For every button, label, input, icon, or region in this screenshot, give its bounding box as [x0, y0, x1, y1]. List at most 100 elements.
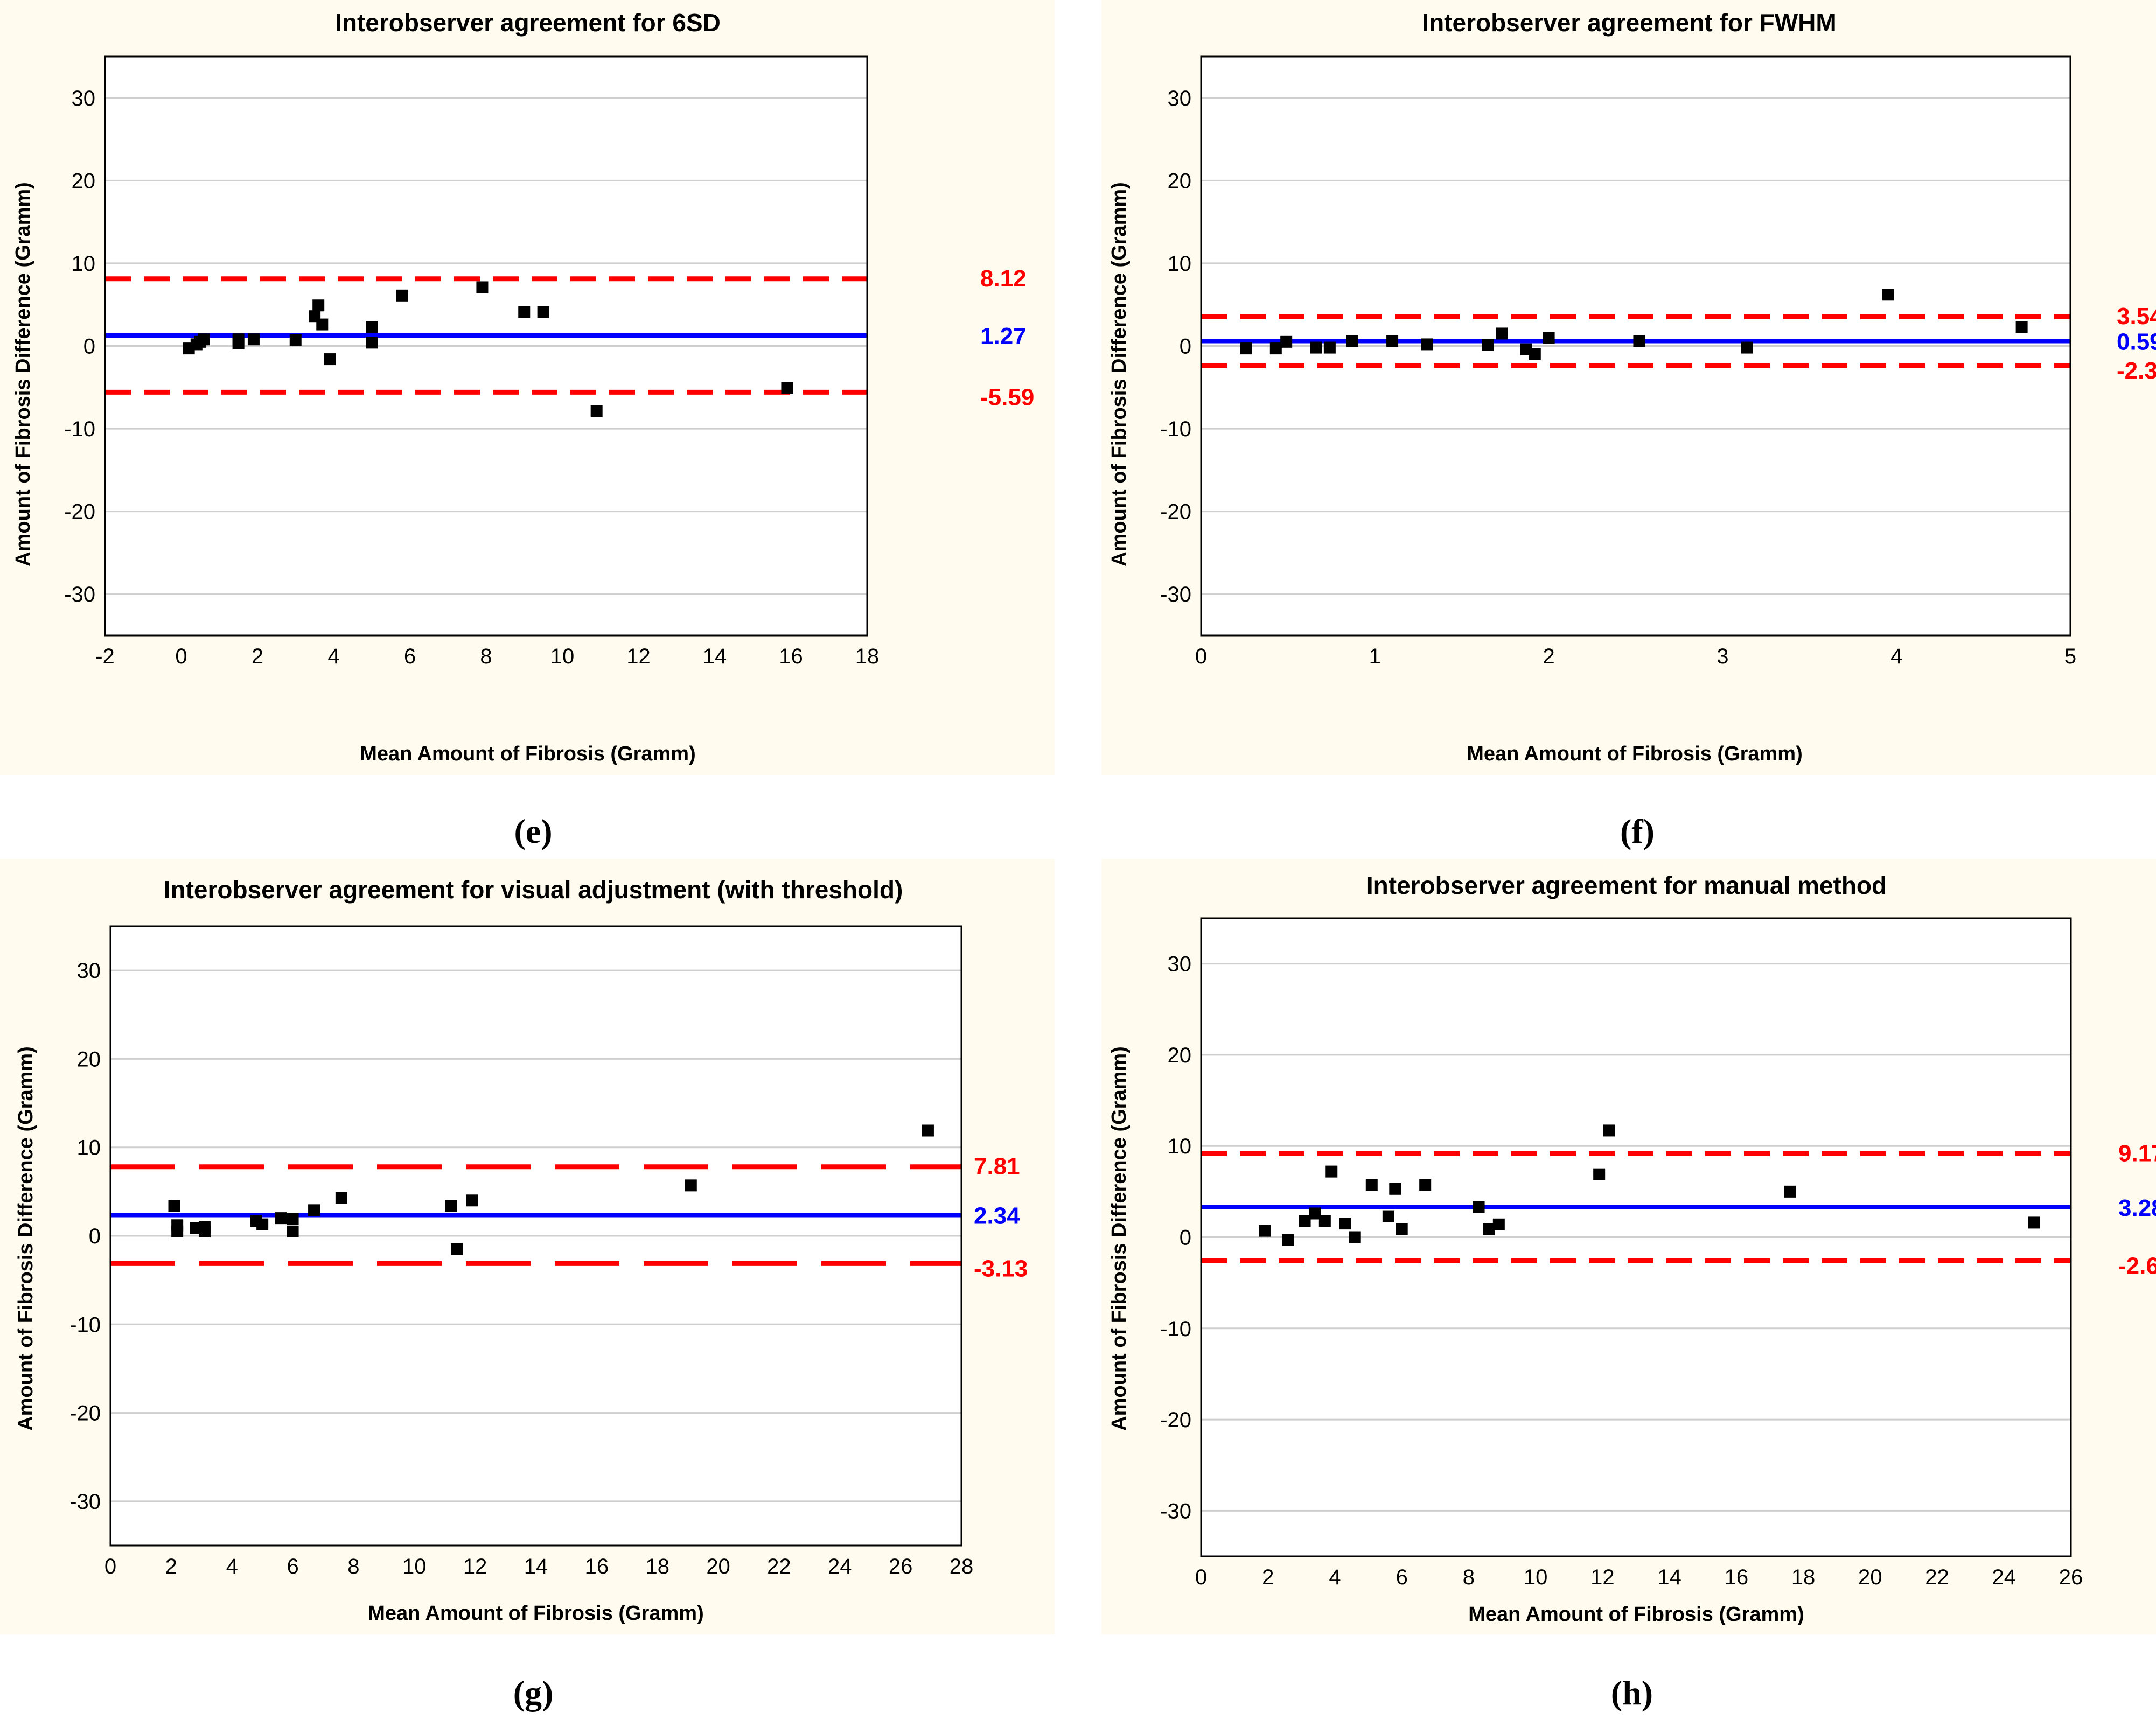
data-point [287, 1213, 299, 1225]
y-axis-label: Amount of Fibrosis Difference (Gramm) [1108, 182, 1131, 567]
data-point [445, 1200, 457, 1212]
data-point [1323, 341, 1336, 354]
upper-limit-label: 9.17 [2118, 1140, 2156, 1166]
x-tick-label: 4 [1329, 1565, 1341, 1589]
data-point [1339, 1218, 1351, 1230]
data-point [1492, 1218, 1505, 1230]
panel-f: 30 20 10 0 -10 -20 -30 0 1 2 3 4 5 3.540.59 -2.39 Inter… [1101, 0, 2156, 850]
lower-limit-label: -5.59 [980, 384, 1034, 410]
data-point [275, 1212, 287, 1225]
plot-border [1200, 55, 2071, 637]
data-point [1396, 1223, 1408, 1235]
x-tick-label: 12 [1590, 1565, 1615, 1589]
data-point [198, 1221, 211, 1233]
x-tick-label: 6 [287, 1555, 298, 1578]
data-point [366, 321, 378, 333]
y-tick-label: 30 [72, 87, 96, 110]
x-tick-label: 18 [855, 645, 880, 668]
data-point [1473, 1201, 1485, 1213]
data-point [1259, 1225, 1271, 1237]
x-tick-label: 6 [404, 645, 416, 668]
data-point [308, 1204, 320, 1216]
upper-limit-label: 8.12 [980, 265, 1027, 292]
y-tick-label: 0 [1180, 335, 1191, 359]
x-tick-label: 4 [226, 1555, 238, 1578]
x-tick-label: 20 [1858, 1565, 1882, 1589]
x-tick-label: 22 [767, 1555, 791, 1578]
x-tick-label: 20 [706, 1555, 730, 1578]
data-point [685, 1179, 697, 1192]
x-tick-label: 4 [327, 645, 339, 668]
y-tick-label: -30 [1160, 583, 1191, 606]
x-tick-label: 0 [1195, 1565, 1207, 1589]
y-axis-label: Amount of Fibrosis Difference (Gramm) [12, 182, 34, 567]
data-point [1483, 1223, 1495, 1235]
y-tick-label: 10 [77, 1136, 101, 1160]
y-tick-label: -10 [1160, 417, 1191, 441]
x-tick-label: 2 [1543, 645, 1554, 668]
y-tick-label: 30 [77, 959, 101, 983]
y-tick-label: 20 [72, 169, 96, 193]
y-tick-label: -10 [1160, 1317, 1191, 1341]
data-point [1543, 332, 1555, 344]
chart-title: Interobserver agreement for visual adjus… [164, 876, 903, 904]
x-tick-label: 14 [1657, 1565, 1681, 1589]
data-point [1309, 1207, 1321, 1220]
data-point [247, 333, 260, 346]
plot-border [1200, 917, 2072, 1557]
x-tick-label: 24 [1992, 1565, 2017, 1589]
y-tick-label: 0 [89, 1225, 101, 1248]
y-tick-label: 30 [1168, 953, 1192, 976]
y-tick-label: 20 [77, 1047, 101, 1071]
data-point [476, 281, 489, 293]
x-tick-label: 8 [1463, 1565, 1475, 1589]
data-point [256, 1218, 269, 1230]
panel-caption: (h) [1611, 1674, 1653, 1712]
x-tick-label: 22 [1925, 1565, 1949, 1589]
data-point [1269, 342, 1282, 355]
data-point [1299, 1215, 1311, 1227]
x-tick-label: 14 [703, 645, 727, 668]
data-point [316, 318, 329, 331]
data-point [1784, 1185, 1796, 1198]
y-axis-label: Amount of Fibrosis Difference (Gramm) [1108, 1046, 1131, 1431]
y-tick-label: -20 [1160, 500, 1191, 524]
x-axis-label: Mean Amount of Fibrosis (Gramm) [1468, 1603, 1804, 1626]
data-point [1325, 1165, 1338, 1178]
y-tick-label: 20 [1168, 1044, 1192, 1067]
x-tick-label: 16 [585, 1555, 609, 1578]
x-tick-label: 3 [1717, 645, 1728, 668]
chart-title: Interobserver agreement for 6SD [335, 9, 721, 37]
y-axis-label: Amount of Fibrosis Difference (Gramm) [15, 1046, 37, 1431]
x-tick-label: 16 [1725, 1565, 1749, 1589]
x-tick-label: 8 [347, 1555, 359, 1578]
x-tick-label: 2 [165, 1555, 177, 1578]
y-tick-label: -30 [1160, 1499, 1191, 1523]
data-point [590, 405, 603, 417]
data-point [1882, 289, 1894, 301]
x-tick-label: -2 [95, 645, 115, 668]
x-tick-label: 0 [175, 645, 187, 668]
data-point [1346, 335, 1358, 347]
data-point [1382, 1210, 1394, 1222]
y-tick-label: -20 [69, 1402, 101, 1425]
data-point [1496, 327, 1508, 340]
x-tick-label: 2 [252, 645, 263, 668]
x-tick-label: 2 [1262, 1565, 1274, 1589]
data-point [335, 1192, 347, 1204]
x-tick-label: 12 [626, 645, 651, 668]
data-point [190, 1222, 201, 1234]
data-point [537, 306, 549, 318]
data-point [2015, 321, 2028, 333]
data-point [1282, 1234, 1294, 1246]
y-tick-label: -20 [1160, 1408, 1191, 1432]
data-point [1318, 1215, 1331, 1227]
x-tick-label: 12 [463, 1555, 487, 1578]
data-point [466, 1194, 478, 1207]
x-tick-label: 16 [779, 645, 803, 668]
x-tick-label: 18 [1791, 1565, 1816, 1589]
data-point [1240, 342, 1252, 355]
